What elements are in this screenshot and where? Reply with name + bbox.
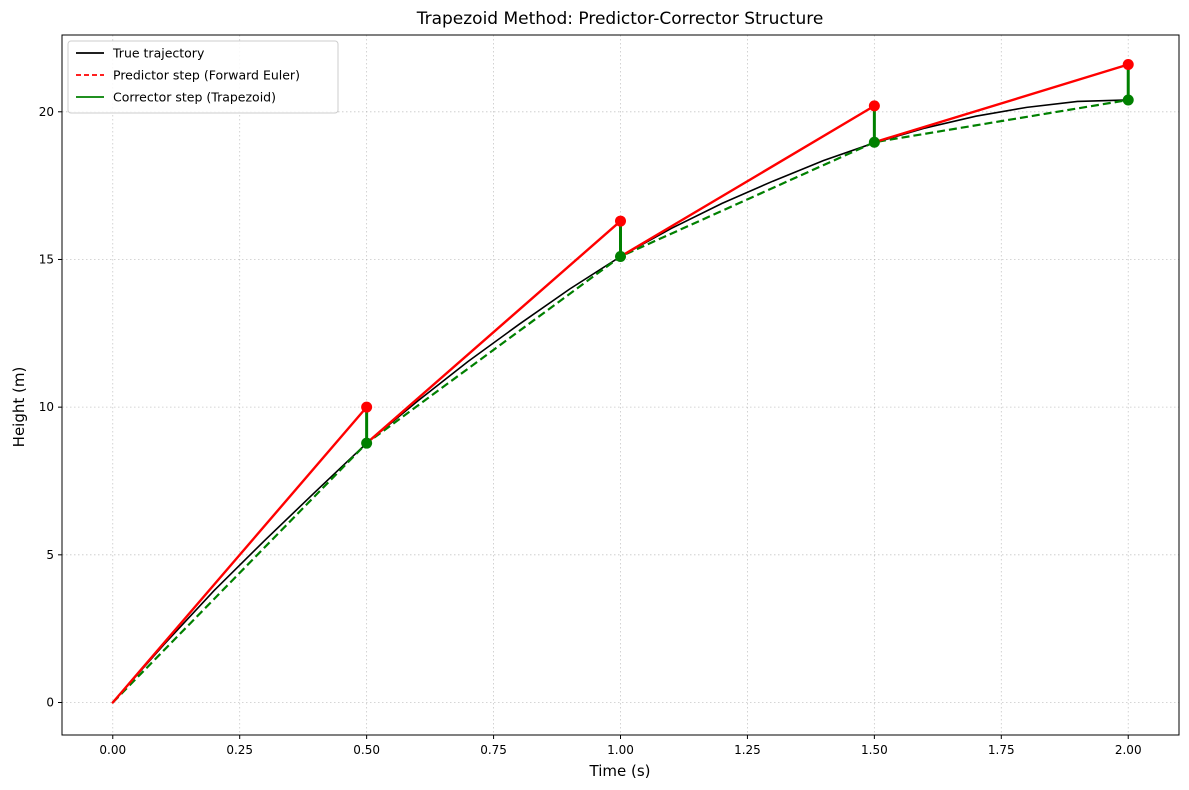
grid bbox=[62, 35, 1179, 735]
corrector-point bbox=[361, 437, 373, 449]
predictor-segment bbox=[365, 219, 622, 445]
y-tick-label: 10 bbox=[39, 400, 54, 414]
y-tick-label: 5 bbox=[46, 548, 54, 562]
x-tick-label: 2.00 bbox=[1115, 743, 1142, 757]
x-tick-label: 1.50 bbox=[861, 743, 888, 757]
legend-label: True trajectory bbox=[112, 46, 205, 61]
predictor-segment bbox=[111, 405, 368, 704]
y-tick-label: 15 bbox=[39, 252, 54, 266]
legend: True trajectory Predictor step (Forward E… bbox=[67, 40, 339, 114]
legend-label: Predictor step (Forward Euler) bbox=[113, 68, 300, 83]
predictor-point bbox=[361, 401, 373, 413]
x-tick-label: 0.25 bbox=[226, 743, 253, 757]
x-tick-label: 0.75 bbox=[480, 743, 507, 757]
x-tick-label: 1.25 bbox=[734, 743, 761, 757]
legend-box bbox=[67, 40, 339, 114]
x-axis-label: Time (s) bbox=[589, 762, 651, 780]
x-tick-label: 0.00 bbox=[99, 743, 126, 757]
corrector-point bbox=[1122, 94, 1134, 106]
y-axis-label: Height (m) bbox=[10, 367, 28, 448]
corrector-point bbox=[868, 136, 880, 148]
x-tick-label: 0.50 bbox=[353, 743, 380, 757]
x-axis: 0.00 0.25 0.50 0.75 1.00 1.25 1.50 1.75 2.00 bbox=[99, 735, 1142, 757]
legend-label: Corrector step (Trapezoid) bbox=[113, 90, 276, 105]
predictor-point bbox=[615, 215, 626, 227]
plot-area bbox=[111, 59, 1134, 704]
x-tick-label: 1.00 bbox=[607, 743, 634, 757]
y-axis: 0 5 10 15 20 bbox=[39, 105, 62, 710]
corrector-point bbox=[615, 251, 626, 263]
predictor-point bbox=[1122, 59, 1134, 71]
predictor-segment bbox=[873, 63, 1130, 144]
predictor-point bbox=[868, 100, 880, 112]
y-tick-label: 20 bbox=[39, 105, 54, 119]
x-tick-label: 1.75 bbox=[988, 743, 1015, 757]
chart-title: Trapezoid Method: Predictor-Corrector St… bbox=[416, 9, 824, 29]
y-tick-label: 0 bbox=[46, 696, 54, 710]
predictor-segment bbox=[619, 104, 876, 258]
